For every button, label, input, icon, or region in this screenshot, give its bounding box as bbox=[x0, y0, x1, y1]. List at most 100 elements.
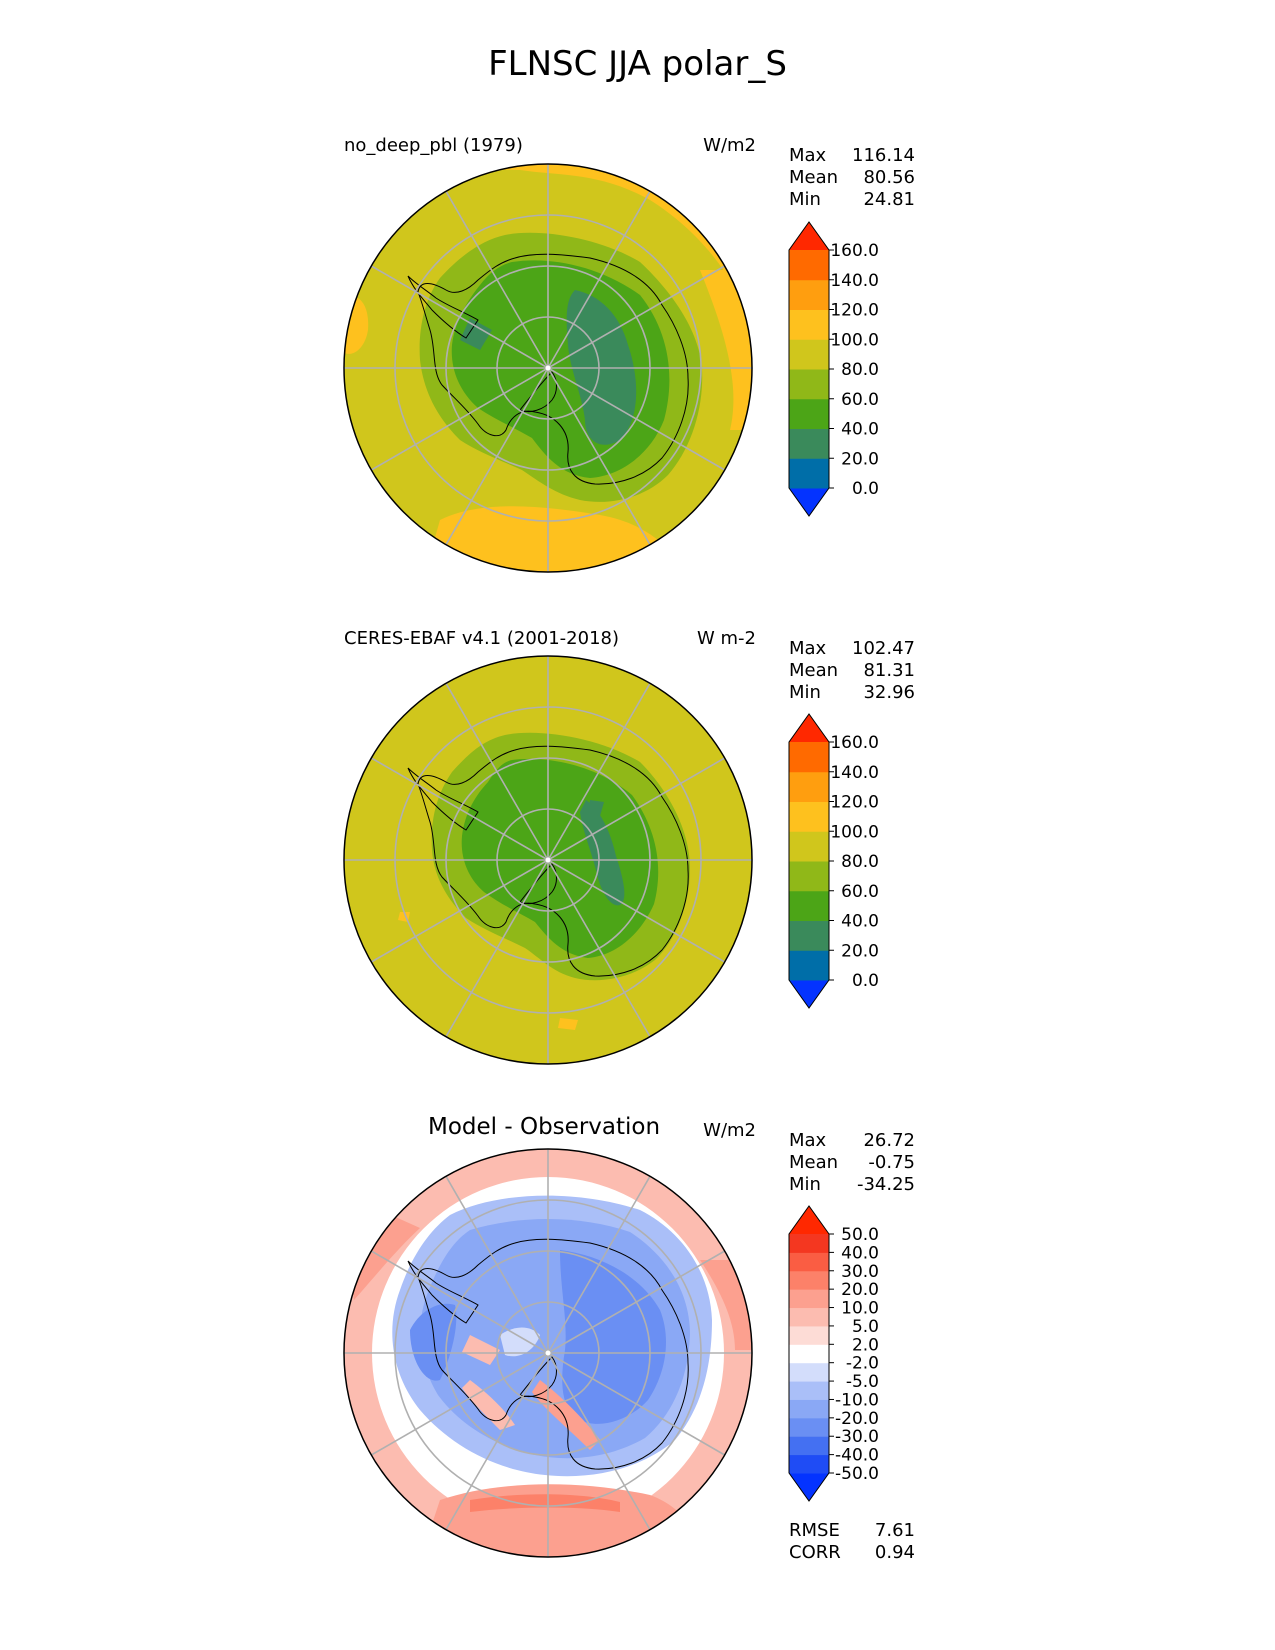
colorbar-tick-label: -30.0 bbox=[835, 1427, 879, 1447]
colorbar-segment bbox=[789, 861, 829, 892]
graticule-meridian bbox=[547, 682, 651, 861]
graticule-meridian bbox=[445, 859, 549, 1038]
panel-3-metrics: RMSE 7.61 CORR 0.94 bbox=[789, 1520, 915, 1564]
graticule-meridian bbox=[370, 859, 549, 963]
colorbar-segment bbox=[789, 1234, 829, 1253]
colorbar-segment bbox=[789, 309, 829, 340]
colorbar-tick-label: 40.0 bbox=[841, 912, 879, 932]
graticule-meridian bbox=[445, 190, 549, 369]
stat-max: Max 26.72 bbox=[789, 1130, 915, 1151]
map-overlay-2 bbox=[343, 655, 753, 1065]
metric-rmse: RMSE 7.61 bbox=[789, 1520, 915, 1541]
colorbar-tick-label: -2.0 bbox=[846, 1354, 879, 1374]
colorbar-tick-label: 80.0 bbox=[841, 852, 879, 872]
colorbar-tick-label: 10.0 bbox=[841, 1299, 879, 1319]
pole-marker bbox=[545, 857, 551, 863]
panel-3-units: W/m2 bbox=[703, 1120, 756, 1141]
colorbar-segment bbox=[789, 1307, 829, 1327]
colorbar-segment bbox=[789, 801, 829, 832]
colorbar-segment bbox=[789, 1381, 829, 1400]
colorbar-tick-label: 0.0 bbox=[852, 479, 879, 499]
graticule-meridian bbox=[547, 859, 651, 1038]
colorbar-tick-label: 20.0 bbox=[841, 1280, 879, 1300]
colorbar-tick-label: -5.0 bbox=[846, 1372, 879, 1392]
colorbar-tick-label: -10.0 bbox=[835, 1390, 879, 1410]
stat-min: Min -34.25 bbox=[789, 1174, 915, 1195]
colorbar-tick-label: 20.0 bbox=[841, 941, 879, 961]
graticule-meridian bbox=[547, 1352, 726, 1456]
colorbar-tick-label: 0.0 bbox=[852, 971, 879, 991]
colorbar-tick-label: 30.0 bbox=[841, 1262, 879, 1282]
colorbar-extend-min bbox=[789, 980, 829, 1008]
colorbar-segment bbox=[789, 1344, 829, 1364]
panel-1-units: W/m2 bbox=[703, 135, 756, 156]
colorbar-tick-label: 140.0 bbox=[830, 271, 879, 291]
graticule-meridian bbox=[445, 367, 549, 546]
colorbar-3: -50.0-40.0-30.0-20.0-10.0-5.0-2.02.05.01… bbox=[788, 1205, 879, 1502]
colorbar-segment bbox=[789, 890, 829, 921]
graticule-meridian bbox=[370, 1250, 549, 1354]
colorbar-segment bbox=[789, 369, 829, 400]
colorbar-1: 0.0 20.0 40.0 60.0 80.0 100.0 120.0 140.0 160.0 bbox=[788, 221, 879, 517]
graticule-meridian bbox=[547, 367, 651, 546]
colorbar-segment bbox=[789, 1270, 829, 1290]
graticule-meridian bbox=[547, 859, 726, 963]
colorbar-segment bbox=[789, 742, 829, 773]
map-overlay-3 bbox=[343, 1148, 753, 1558]
colorbar-tick-label: 140.0 bbox=[830, 763, 879, 783]
pole-marker bbox=[545, 1350, 551, 1356]
colorbar-tick-label: 5.0 bbox=[852, 1317, 879, 1337]
stat-mean: Mean 81.31 bbox=[789, 660, 915, 681]
graticule-meridian bbox=[445, 1175, 549, 1354]
colorbar-segment bbox=[789, 1289, 829, 1309]
graticule-meridian bbox=[445, 682, 549, 861]
colorbar-segment bbox=[789, 1417, 829, 1437]
metric-corr: CORR 0.94 bbox=[789, 1542, 915, 1563]
colorbar-segment bbox=[789, 279, 829, 310]
stat-min: Min 32.96 bbox=[789, 682, 915, 703]
map-border bbox=[343, 655, 753, 1065]
graticule-meridian bbox=[547, 1250, 726, 1354]
graticule-meridian bbox=[445, 1352, 549, 1531]
colorbar-tick-label: 60.0 bbox=[841, 882, 879, 902]
panel-2-title: CERES-EBAF v4.1 (2001-2018) bbox=[344, 628, 620, 649]
graticule-meridian bbox=[547, 190, 651, 369]
panel-3-title: Model - Observation bbox=[428, 1114, 661, 1140]
colorbar-2: 0.0 20.0 40.0 60.0 80.0 100.0 120.0 140.0 160.0 bbox=[788, 713, 879, 1009]
colorbar-tick-label: 100.0 bbox=[830, 822, 879, 842]
colorbar-segment bbox=[789, 458, 829, 489]
colorbar-extend-max bbox=[789, 222, 829, 250]
stat-min: Min 24.81 bbox=[789, 189, 915, 210]
map-border bbox=[343, 1148, 753, 1558]
stat-mean: Mean 80.56 bbox=[789, 167, 915, 188]
colorbar-extend-max bbox=[789, 714, 829, 742]
colorbar-tick-label: 100.0 bbox=[830, 330, 879, 350]
colorbar-segment bbox=[789, 1325, 829, 1345]
graticule-meridian bbox=[370, 367, 549, 471]
graticule-meridian bbox=[547, 367, 726, 471]
map-border bbox=[343, 163, 753, 573]
pole-marker bbox=[545, 365, 551, 371]
graticule-meridian bbox=[547, 265, 726, 369]
colorbar-segment bbox=[789, 831, 829, 862]
graticule-meridian bbox=[370, 757, 549, 861]
colorbar-extend-max bbox=[789, 1206, 829, 1234]
stat-max: Max 102.47 bbox=[789, 638, 915, 659]
colorbar-segment bbox=[789, 1454, 829, 1474]
colorbar-tick-label: 160.0 bbox=[830, 733, 879, 753]
colorbar-tick-label: -40.0 bbox=[835, 1446, 879, 1466]
graticule-meridian bbox=[547, 757, 726, 861]
colorbar-segment bbox=[789, 398, 829, 429]
panel-2-units: W m-2 bbox=[696, 628, 756, 649]
colorbar-segment bbox=[789, 950, 829, 981]
colorbar-tick-label: 40.0 bbox=[841, 420, 879, 440]
colorbar-segment bbox=[789, 250, 829, 281]
graticule-meridian bbox=[370, 1352, 549, 1456]
colorbar-tick-label: 120.0 bbox=[830, 301, 879, 321]
colorbar-segment bbox=[789, 1252, 829, 1272]
figure-title: FLNSC JJA polar_S bbox=[488, 44, 787, 84]
colorbar-tick-label: 60.0 bbox=[841, 390, 879, 410]
colorbar-segment bbox=[789, 771, 829, 802]
colorbar-tick-label: -50.0 bbox=[835, 1464, 879, 1484]
